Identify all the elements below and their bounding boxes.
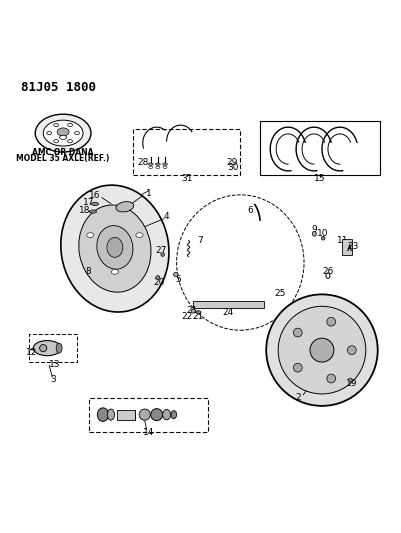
- Ellipse shape: [163, 409, 171, 420]
- Text: 5: 5: [175, 274, 181, 284]
- Text: 6: 6: [247, 206, 253, 215]
- Ellipse shape: [87, 233, 94, 238]
- Text: 81J05 1800: 81J05 1800: [21, 82, 96, 94]
- Ellipse shape: [161, 253, 164, 256]
- Ellipse shape: [327, 374, 336, 383]
- Ellipse shape: [173, 272, 178, 277]
- Text: MODEL 35 AXLE(REF.): MODEL 35 AXLE(REF.): [16, 154, 110, 163]
- Bar: [89, 398, 209, 432]
- Text: 8: 8: [85, 267, 91, 276]
- Ellipse shape: [33, 341, 61, 356]
- Text: 26: 26: [322, 267, 334, 276]
- Text: 20: 20: [154, 278, 165, 287]
- Text: 21: 21: [186, 306, 197, 315]
- Ellipse shape: [191, 309, 195, 313]
- Bar: [117, 410, 135, 420]
- Ellipse shape: [54, 123, 59, 126]
- Ellipse shape: [107, 409, 114, 420]
- Ellipse shape: [57, 128, 69, 136]
- Ellipse shape: [116, 201, 134, 212]
- Text: 14: 14: [143, 429, 154, 438]
- Ellipse shape: [75, 132, 79, 135]
- Ellipse shape: [278, 306, 366, 394]
- Text: 16: 16: [89, 191, 101, 200]
- Ellipse shape: [312, 231, 316, 236]
- Ellipse shape: [68, 140, 73, 143]
- Ellipse shape: [310, 338, 334, 362]
- Text: AMC OR DANA: AMC OR DANA: [32, 148, 94, 157]
- Ellipse shape: [196, 311, 201, 314]
- Text: 28: 28: [137, 158, 148, 167]
- Ellipse shape: [97, 225, 133, 269]
- Ellipse shape: [35, 114, 91, 152]
- Ellipse shape: [156, 163, 160, 165]
- Ellipse shape: [43, 120, 83, 146]
- Ellipse shape: [294, 328, 302, 337]
- Text: 4: 4: [164, 212, 170, 221]
- Text: 17: 17: [83, 198, 95, 207]
- Ellipse shape: [89, 210, 97, 213]
- Text: 9: 9: [311, 225, 317, 234]
- Ellipse shape: [54, 140, 59, 143]
- Ellipse shape: [107, 237, 123, 257]
- Text: 11: 11: [337, 236, 349, 245]
- Ellipse shape: [156, 276, 160, 280]
- Text: 12: 12: [26, 348, 38, 357]
- Text: 1: 1: [146, 189, 152, 198]
- Ellipse shape: [348, 378, 352, 382]
- Text: 27: 27: [156, 246, 167, 255]
- Ellipse shape: [171, 410, 176, 418]
- Text: 10: 10: [317, 229, 328, 238]
- Text: 21: 21: [193, 312, 204, 321]
- Ellipse shape: [294, 364, 302, 372]
- Ellipse shape: [56, 343, 62, 353]
- Text: 19: 19: [346, 379, 358, 389]
- Ellipse shape: [111, 270, 118, 274]
- Text: 25: 25: [274, 289, 286, 298]
- Text: 29: 29: [226, 158, 237, 167]
- Text: 31: 31: [181, 174, 192, 183]
- Ellipse shape: [91, 203, 99, 206]
- Text: 2: 2: [295, 393, 301, 402]
- Ellipse shape: [327, 317, 336, 326]
- Text: 24: 24: [223, 308, 234, 317]
- Ellipse shape: [321, 237, 325, 240]
- Ellipse shape: [347, 346, 356, 354]
- Bar: [260, 121, 380, 175]
- Text: 30: 30: [227, 163, 239, 172]
- Text: 23: 23: [347, 242, 358, 251]
- Ellipse shape: [163, 163, 168, 165]
- Ellipse shape: [266, 294, 378, 406]
- Bar: [342, 239, 352, 255]
- Text: 15: 15: [314, 174, 326, 183]
- Bar: [192, 301, 264, 308]
- Ellipse shape: [139, 409, 150, 420]
- Bar: [133, 129, 240, 175]
- Ellipse shape: [47, 132, 52, 135]
- Text: 3: 3: [50, 375, 56, 384]
- Text: 7: 7: [197, 236, 203, 245]
- Ellipse shape: [97, 408, 109, 422]
- Text: 13: 13: [49, 360, 61, 368]
- Text: 18: 18: [79, 206, 90, 215]
- Ellipse shape: [148, 163, 153, 165]
- Ellipse shape: [61, 185, 169, 312]
- Ellipse shape: [40, 344, 47, 352]
- Ellipse shape: [136, 233, 143, 238]
- Bar: [29, 334, 77, 362]
- Text: 22: 22: [182, 312, 193, 321]
- Ellipse shape: [59, 135, 67, 140]
- Ellipse shape: [79, 205, 151, 292]
- Ellipse shape: [151, 409, 163, 421]
- Ellipse shape: [68, 123, 73, 126]
